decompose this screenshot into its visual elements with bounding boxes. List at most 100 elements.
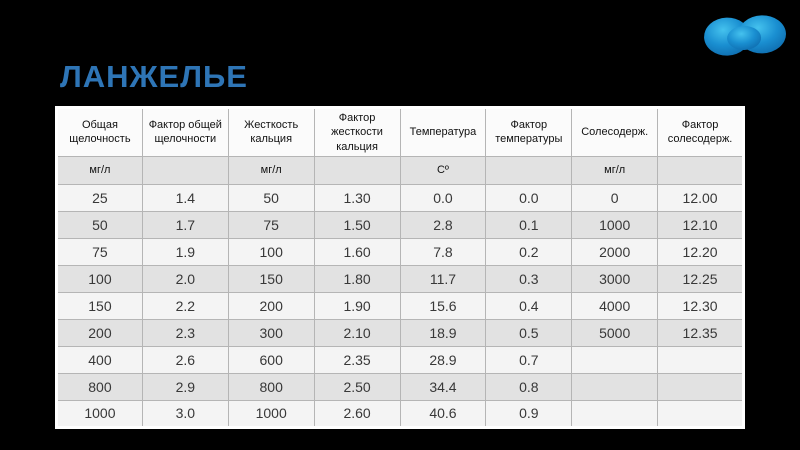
table-cell: 75 — [227, 210, 315, 239]
table-cell: 1000 — [571, 210, 659, 239]
column-header: Фактор солесодерж. — [657, 107, 744, 157]
table-cell: 100 — [56, 264, 143, 293]
column-header: Солесодерж. — [571, 107, 659, 157]
table-cell: 50 — [56, 210, 143, 239]
table-cell: 200 — [56, 318, 143, 347]
table-cell — [571, 345, 659, 374]
table-row: 1000 3.0 1000 2.60 40.6 0.9 — [56, 399, 744, 428]
table-cell: 12.10 — [657, 210, 744, 239]
table-cell: 200 — [227, 291, 315, 320]
table-cell: 3.0 — [141, 399, 229, 428]
unit-cell — [141, 155, 229, 185]
table-cell: 150 — [56, 291, 143, 320]
table-cell: 12.25 — [657, 264, 744, 293]
table-cell: 2.6 — [141, 345, 229, 374]
column-header: Фактор общей щелочности — [141, 107, 229, 157]
table-cell: 2.8 — [399, 210, 487, 239]
unit-cell: Cº — [399, 155, 487, 185]
table-row: 150 2.2 200 1.90 15.6 0.4 4000 12.30 — [56, 291, 744, 320]
table-cell: 18.9 — [399, 318, 487, 347]
table-cell — [571, 372, 659, 401]
table-cell: 0.0 — [399, 183, 487, 212]
table-cell: 1.90 — [313, 291, 401, 320]
table-cell: 1000 — [227, 399, 315, 428]
unit-cell — [657, 155, 744, 185]
table-cell: 300 — [227, 318, 315, 347]
table-cell: 150 — [227, 264, 315, 293]
table-cell: 0.2 — [485, 237, 573, 266]
column-header: Фактор жесткости кальция — [313, 107, 401, 157]
table-head: Общая щелочность Фактор общей щелочности Ж… — [56, 107, 744, 185]
table-cell — [657, 399, 744, 428]
blue-blob-logo-icon — [704, 15, 786, 56]
table-cell: 5000 — [571, 318, 659, 347]
unit-cell: мг/л — [571, 155, 659, 185]
units-row: мг/л мг/л Cº мг/л — [56, 155, 744, 185]
table-cell: 0.9 — [485, 399, 573, 428]
table-cell: 1.9 — [141, 237, 229, 266]
table-row: 50 1.7 75 1.50 2.8 0.1 1000 12.10 — [56, 210, 744, 239]
table-body: 25 1.4 50 1.30 0.0 0.0 0 12.00 50 1.7 75 1.50 2.8 0.1… — [56, 183, 744, 428]
table-cell: 1.4 — [141, 183, 229, 212]
table-cell: 28.9 — [399, 345, 487, 374]
table-cell: 100 — [227, 237, 315, 266]
table-cell: 0.8 — [485, 372, 573, 401]
table-cell: 12.00 — [657, 183, 744, 212]
table-cell: 0.1 — [485, 210, 573, 239]
table-cell: 400 — [56, 345, 143, 374]
unit-cell: мг/л — [227, 155, 315, 185]
table-cell: 12.20 — [657, 237, 744, 266]
table-cell: 3000 — [571, 264, 659, 293]
column-header: Общая щелочность — [56, 107, 143, 157]
table-cell: 0.0 — [485, 183, 573, 212]
table-row: 400 2.6 600 2.35 28.9 0.7 — [56, 345, 744, 374]
table-cell — [657, 372, 744, 401]
table-cell: 2000 — [571, 237, 659, 266]
table-cell: 12.30 — [657, 291, 744, 320]
table-cell: 2.9 — [141, 372, 229, 401]
table-cell: 75 — [56, 237, 143, 266]
table-cell — [657, 345, 744, 374]
table-cell: 40.6 — [399, 399, 487, 428]
table-cell: 7.8 — [399, 237, 487, 266]
column-header: Температура — [399, 107, 487, 157]
table-cell: 2.35 — [313, 345, 401, 374]
table-row: 100 2.0 150 1.80 11.7 0.3 3000 12.25 — [56, 264, 744, 293]
table-cell: 4000 — [571, 291, 659, 320]
table-cell: 0.5 — [485, 318, 573, 347]
table-cell — [571, 399, 659, 428]
table-cell: 0 — [571, 183, 659, 212]
table-cell: 1.7 — [141, 210, 229, 239]
column-header: Жесткость кальция — [227, 107, 315, 157]
table-row: 800 2.9 800 2.50 34.4 0.8 — [56, 372, 744, 401]
table-cell: 50 — [227, 183, 315, 212]
table-cell: 0.7 — [485, 345, 573, 374]
table-cell: 1.50 — [313, 210, 401, 239]
table-cell: 2.10 — [313, 318, 401, 347]
header-row: Общая щелочность Фактор общей щелочности Ж… — [56, 107, 744, 157]
page-title: ЛАНЖЕЛЬЕ — [60, 59, 248, 94]
table-cell: 800 — [227, 372, 315, 401]
table-cell: 15.6 — [399, 291, 487, 320]
table-cell: 2.3 — [141, 318, 229, 347]
table-row: 200 2.3 300 2.10 18.9 0.5 5000 12.35 — [56, 318, 744, 347]
table-row: 25 1.4 50 1.30 0.0 0.0 0 12.00 — [56, 183, 744, 212]
table-cell: 1.80 — [313, 264, 401, 293]
table-cell: 2.60 — [313, 399, 401, 428]
unit-cell — [313, 155, 401, 185]
table-cell: 0.3 — [485, 264, 573, 293]
table-cell: 1000 — [56, 399, 143, 428]
langelier-table: Общая щелочность Фактор общей щелочности Ж… — [55, 106, 745, 429]
unit-cell — [485, 155, 573, 185]
table-cell: 2.50 — [313, 372, 401, 401]
table-cell: 2.2 — [141, 291, 229, 320]
table-cell: 25 — [56, 183, 143, 212]
column-header: Фактор температуры — [485, 107, 573, 157]
table-cell: 34.4 — [399, 372, 487, 401]
unit-cell: мг/л — [56, 155, 143, 185]
table-cell: 600 — [227, 345, 315, 374]
table-cell: 1.60 — [313, 237, 401, 266]
table-cell: 2.0 — [141, 264, 229, 293]
table-cell: 0.4 — [485, 291, 573, 320]
